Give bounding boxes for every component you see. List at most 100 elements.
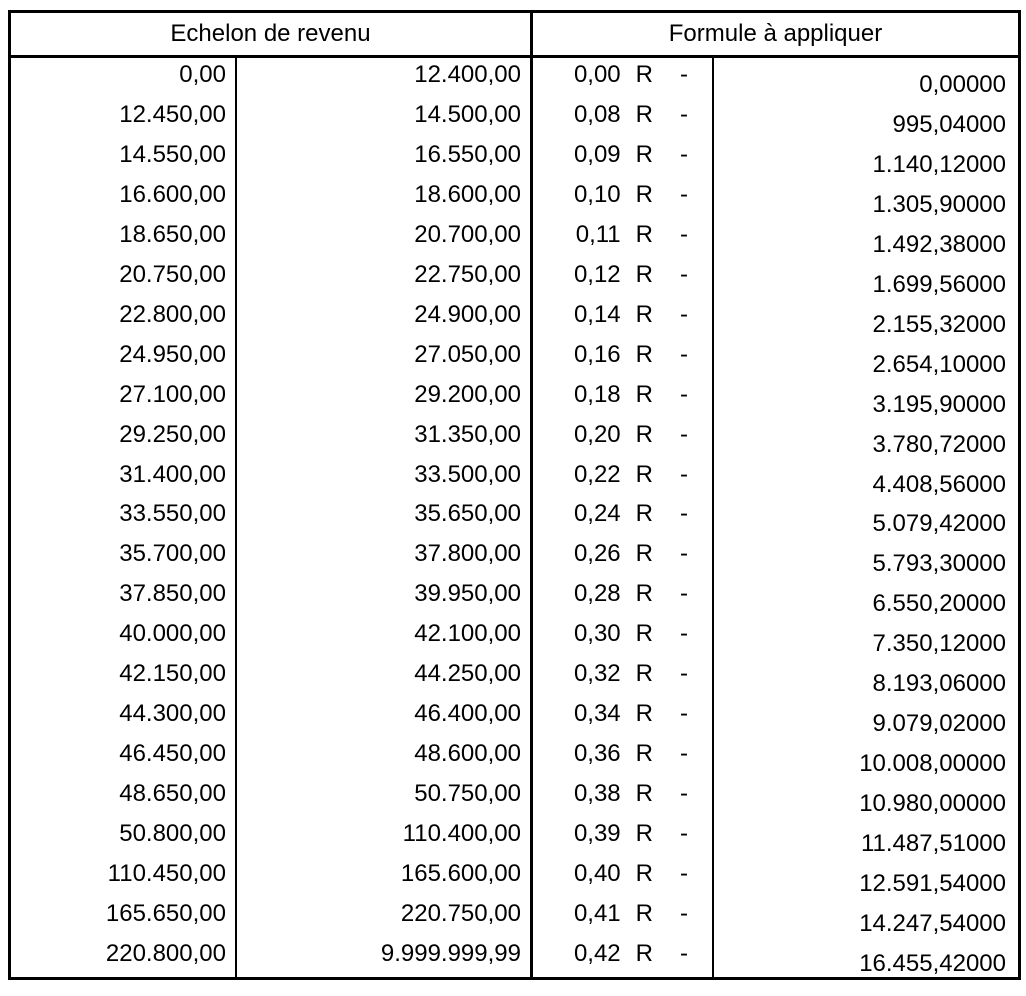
bracket-upper-cell: 46.400,00 [237, 697, 533, 738]
formula-operator: - [680, 460, 688, 488]
formula-variable: R [635, 340, 653, 368]
bracket-lower-cell: 16.600,00 [11, 177, 237, 218]
formula-rate-cell: 0,36 R - [533, 737, 714, 778]
formula-operator: - [680, 860, 688, 888]
bracket-lower-cell: 46.450,00 [11, 737, 237, 778]
table-header-row: Echelon de revenu Formule à appliquer [11, 13, 1018, 58]
table-row: 16.600,00 18.600,00 0,10 R - 1.305,90000 [11, 177, 1018, 218]
bracket-lower-cell: 35.700,00 [11, 537, 237, 578]
table-row: 165.650,00 220.750,00 0,41 R - 14.247,54… [11, 897, 1018, 938]
formula-variable: R [635, 60, 653, 88]
formula-constant-cell: 3.780,72000 [872, 430, 1006, 458]
table-row: 37.850,00 39.950,00 0,28 R - 6.550,20000 [11, 577, 1018, 618]
formula-operator: - [680, 660, 688, 688]
bracket-lower-cell: 31.400,00 [11, 457, 237, 498]
formula-constant-cell: 9.079,02000 [872, 710, 1006, 738]
bracket-lower-cell: 165.650,00 [11, 897, 237, 938]
formula-operator: - [680, 340, 688, 368]
formula-rate-cell: 0,16 R - [533, 337, 714, 378]
formula-constant-cell: 1.492,38000 [872, 230, 1006, 258]
bracket-lower-cell: 27.100,00 [11, 377, 237, 418]
table-row: 20.750,00 22.750,00 0,12 R - 1.699,56000 [11, 257, 1018, 298]
bracket-upper-cell: 24.900,00 [237, 297, 533, 338]
formula-rate-cell: 0,22 R - [533, 457, 714, 498]
bracket-upper-cell: 29.200,00 [237, 377, 533, 418]
bracket-lower-cell: 24.950,00 [11, 337, 237, 378]
formula-rate-cell: 0,41 R - [533, 897, 714, 938]
formula-operator: - [680, 500, 688, 528]
formula-variable: R [635, 380, 653, 408]
formula-variable: R [635, 820, 653, 848]
formula-constant-cell: 12.591,54000 [859, 870, 1006, 898]
formula-constant-cell: 1.140,12000 [872, 150, 1006, 178]
table-row: 31.400,00 33.500,00 0,22 R - 4.408,56000 [11, 457, 1018, 498]
formula-operator: - [680, 140, 688, 168]
formula-constant-cell: 1.305,90000 [872, 190, 1006, 218]
formula-operator: - [680, 940, 688, 967]
table-row: 42.150,00 44.250,00 0,32 R - 8.193,06000 [11, 657, 1018, 698]
formula-rate-cell: 0,38 R - [533, 777, 714, 818]
formula-operator: - [680, 740, 688, 768]
formula-variable: R [635, 900, 653, 928]
formula-variable: R [635, 540, 653, 568]
formula-operator: - [680, 900, 688, 928]
formula-operator: - [680, 300, 688, 328]
formula-operator: - [680, 100, 688, 128]
formula-rate-cell: 0,12 R - [533, 257, 714, 298]
formula-operator: - [680, 540, 688, 568]
bracket-lower-cell: 220.800,00 [11, 937, 237, 977]
table-row: 12.450,00 14.500,00 0,08 R - 995,04000 [11, 97, 1018, 138]
formula-variable: R [635, 660, 653, 688]
bracket-upper-cell: 12.400,00 [237, 58, 533, 98]
formula-constant-cell: 995,04000 [892, 110, 1006, 138]
bracket-upper-cell: 22.750,00 [237, 257, 533, 298]
formula-constant-cell: 2.155,32000 [872, 310, 1006, 338]
bracket-upper-cell: 14.500,00 [237, 97, 533, 138]
bracket-lower-cell: 12.450,00 [11, 97, 237, 138]
formula-rate-cell: 0,32 R - [533, 657, 714, 698]
formula-rate-cell: 0,30 R - [533, 617, 714, 658]
formula-variable: R [635, 180, 653, 208]
bracket-upper-cell: 50.750,00 [237, 777, 533, 818]
formula-rate-cell: 0,09 R - [533, 137, 714, 178]
table-row: 46.450,00 48.600,00 0,36 R - 10.008,0000… [11, 737, 1018, 778]
formula-constant-cell: 3.195,90000 [872, 390, 1006, 418]
formula-operator: - [680, 780, 688, 808]
formula-rate-cell: 0,10 R - [533, 177, 714, 218]
table-row: 50.800,00 110.400,00 0,39 R - 11.487,510… [11, 817, 1018, 858]
bracket-upper-cell: 31.350,00 [237, 417, 533, 458]
formula-rate-cell: 0,20 R - [533, 417, 714, 458]
formula-variable: R [635, 460, 653, 488]
bracket-lower-cell: 0,00 [11, 58, 237, 98]
formula-rate-cell: 0,00 R - [533, 58, 714, 98]
formula-operator: - [680, 180, 688, 208]
formula-constant-cell: 11.487,51000 [860, 830, 1006, 858]
bracket-lower-cell: 44.300,00 [11, 697, 237, 738]
formula-variable: R [635, 220, 653, 248]
formula-constant-cell: 10.980,00000 [859, 790, 1006, 818]
formula-variable: R [635, 780, 653, 808]
formula-operator: - [680, 220, 688, 248]
formula-constant-cell: 0,00000 [919, 70, 1006, 98]
formula-rate-cell: 0,39 R - [533, 817, 714, 858]
table-body: 0,00 12.400,00 0,00 R - 0,00000 12.450,0… [11, 58, 1018, 977]
tax-bracket-table: Echelon de revenu Formule à appliquer 0,… [8, 10, 1021, 980]
bracket-lower-cell: 18.650,00 [11, 217, 237, 258]
formula-variable: R [635, 420, 653, 448]
bracket-lower-cell: 37.850,00 [11, 577, 237, 618]
table-row: 110.450,00 165.600,00 0,40 R - 12.591,54… [11, 857, 1018, 898]
formula-variable: R [635, 300, 653, 328]
bracket-lower-cell: 14.550,00 [11, 137, 237, 178]
table-row: 24.950,00 27.050,00 0,16 R - 2.654,10000 [11, 337, 1018, 378]
bracket-upper-cell: 44.250,00 [237, 657, 533, 698]
formula-variable: R [635, 260, 653, 288]
formula-operator: - [680, 700, 688, 728]
formula-rate-cell: 0,28 R - [533, 577, 714, 618]
table-row: 29.250,00 31.350,00 0,20 R - 3.780,72000 [11, 417, 1018, 458]
formula-constant-cell: 10.008,00000 [859, 750, 1006, 778]
formula-variable: R [635, 860, 653, 888]
table-row: 27.100,00 29.200,00 0,18 R - 3.195,90000 [11, 377, 1018, 418]
formula-operator: - [680, 260, 688, 288]
formula-operator: - [680, 620, 688, 648]
formula-rate-cell: 0,40 R - [533, 857, 714, 898]
